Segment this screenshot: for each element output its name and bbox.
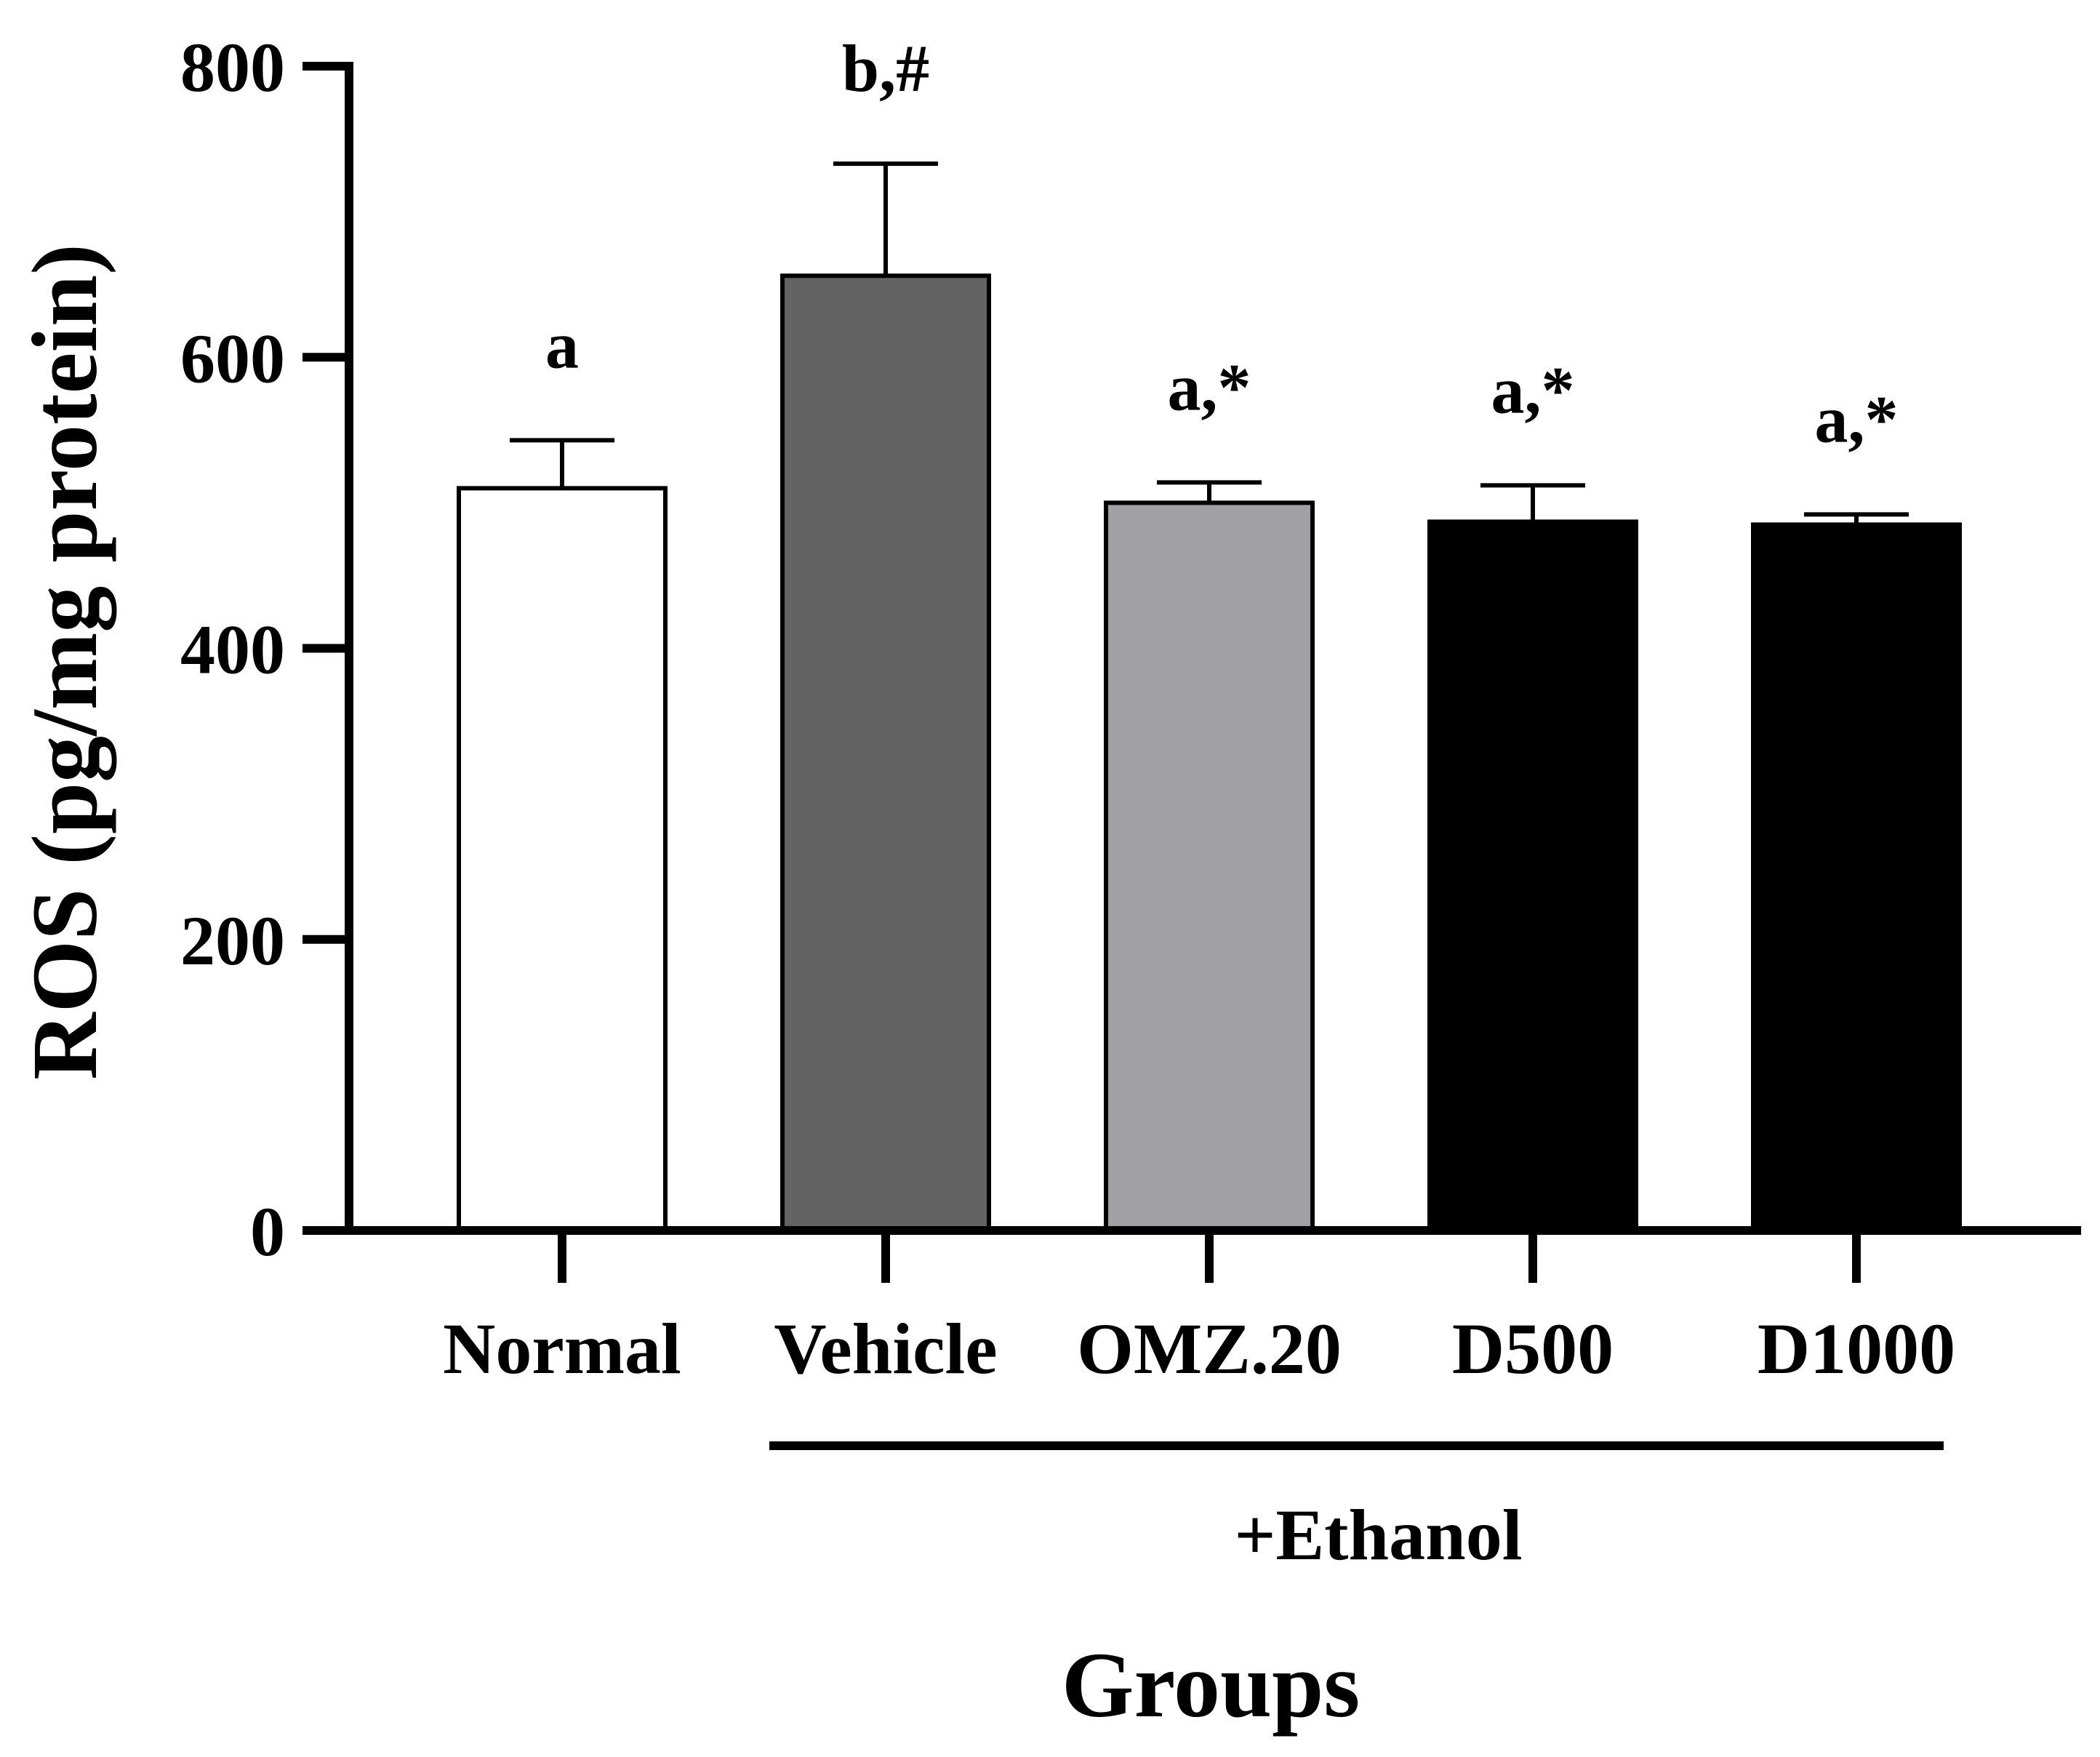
- y-tick-label-600: 600: [180, 319, 285, 397]
- significance-label-d500: a,*: [1491, 353, 1575, 427]
- bars-layer: [457, 273, 1962, 1233]
- bar-vehicle: [780, 273, 991, 1233]
- significance-label-omz-20: a,*: [1168, 350, 1251, 424]
- y-tick-label-0: 0: [250, 1193, 285, 1270]
- y-tick-label-200: 200: [180, 902, 285, 980]
- significance-label-d1000: a,*: [1815, 382, 1899, 456]
- bar-omz-20: [1104, 500, 1315, 1233]
- bar-d1000: [1751, 522, 1962, 1233]
- x-axis-title: Groups: [1062, 1633, 1360, 1737]
- significance-label-normal: a: [545, 308, 579, 382]
- axes-layer: [302, 62, 2081, 1283]
- category-label-normal: Normal: [443, 1308, 681, 1389]
- ethanol-bracket-label: +Ethanol: [1235, 1494, 1523, 1575]
- significance-label-vehicle: b,#: [842, 31, 929, 105]
- y-tick-label-800: 800: [180, 28, 285, 106]
- category-label-d1000: D1000: [1758, 1308, 1955, 1389]
- category-label-omz-20: OMZ.20: [1077, 1308, 1342, 1389]
- error-bars-layer: [510, 161, 1909, 525]
- bar-d500: [1427, 519, 1638, 1233]
- y-axis-title: ROS (pg/mg protein): [13, 244, 116, 1080]
- category-label-d500: D500: [1452, 1308, 1614, 1389]
- bar-normal: [457, 486, 668, 1233]
- y-tick-label-400: 400: [180, 611, 285, 689]
- labels-layer: a Normal b,# Vehicle a,* OMZ.20 a,* D500 a,* D100…: [180, 28, 1955, 1389]
- category-label-vehicle: Vehicle: [774, 1308, 997, 1389]
